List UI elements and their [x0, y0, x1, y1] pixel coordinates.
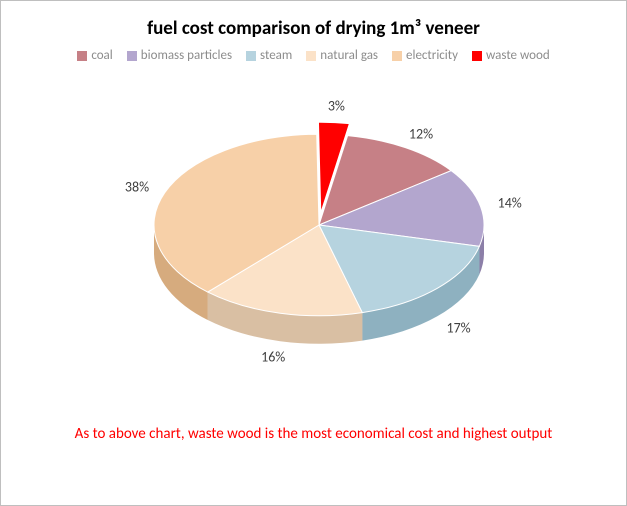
legend-swatch-steam	[246, 51, 256, 61]
pie-chart: 12% 14% 17% 16% 38% 3%	[19, 73, 608, 403]
legend-label-waste-wood: waste wood	[486, 48, 550, 63]
chart-frame: fuel cost comparison of drying 1m³ venee…	[0, 0, 627, 506]
data-label-electricity: 38%	[125, 178, 149, 195]
legend-swatch-natural-gas	[306, 51, 316, 61]
legend-swatch-waste-wood	[472, 51, 482, 61]
legend-label-biomass-particles: biomass particles	[141, 48, 232, 63]
legend-item-biomass-particles: biomass particles	[127, 48, 232, 63]
legend-label-electricity: electricity	[406, 48, 458, 63]
chart-title: fuel cost comparison of drying 1m³ venee…	[19, 17, 608, 40]
data-label-steam: 17%	[446, 319, 470, 336]
legend-swatch-electricity	[392, 51, 402, 61]
pie-svg	[19, 73, 619, 403]
legend-item-waste-wood: waste wood	[472, 48, 550, 63]
legend-item-natural-gas: natural gas	[306, 48, 378, 63]
legend-item-steam: steam	[246, 48, 292, 63]
data-label-biomass-particles: 14%	[498, 195, 522, 212]
legend-label-coal: coal	[91, 48, 112, 63]
chart-caption: As to above chart, waste wood is the mos…	[19, 425, 608, 443]
legend-label-natural-gas: natural gas	[320, 48, 378, 63]
data-label-waste-wood: 3%	[328, 98, 345, 115]
legend: coal biomass particles steam natural gas ele…	[19, 48, 608, 63]
legend-item-electricity: electricity	[392, 48, 458, 63]
data-label-natural-gas: 16%	[261, 349, 285, 366]
legend-item-coal: coal	[77, 48, 112, 63]
legend-swatch-biomass-particles	[127, 51, 137, 61]
data-label-coal: 12%	[409, 125, 433, 142]
legend-swatch-coal	[77, 51, 87, 61]
legend-label-steam: steam	[260, 48, 292, 63]
